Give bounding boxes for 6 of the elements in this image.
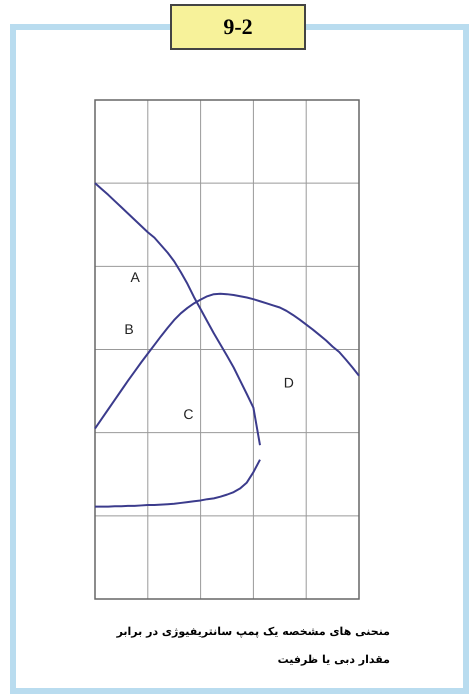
annotation: A <box>130 269 140 285</box>
text: منحنی های مشخصه یک پمپ سانتریفیوژی در برابر مقدار دبی یا ظرفیت <box>116 625 390 666</box>
annotation: C <box>183 406 194 422</box>
annotation: B <box>124 320 134 337</box>
annotation: D <box>284 374 294 390</box>
chart-title: 9-2 <box>170 4 306 50</box>
